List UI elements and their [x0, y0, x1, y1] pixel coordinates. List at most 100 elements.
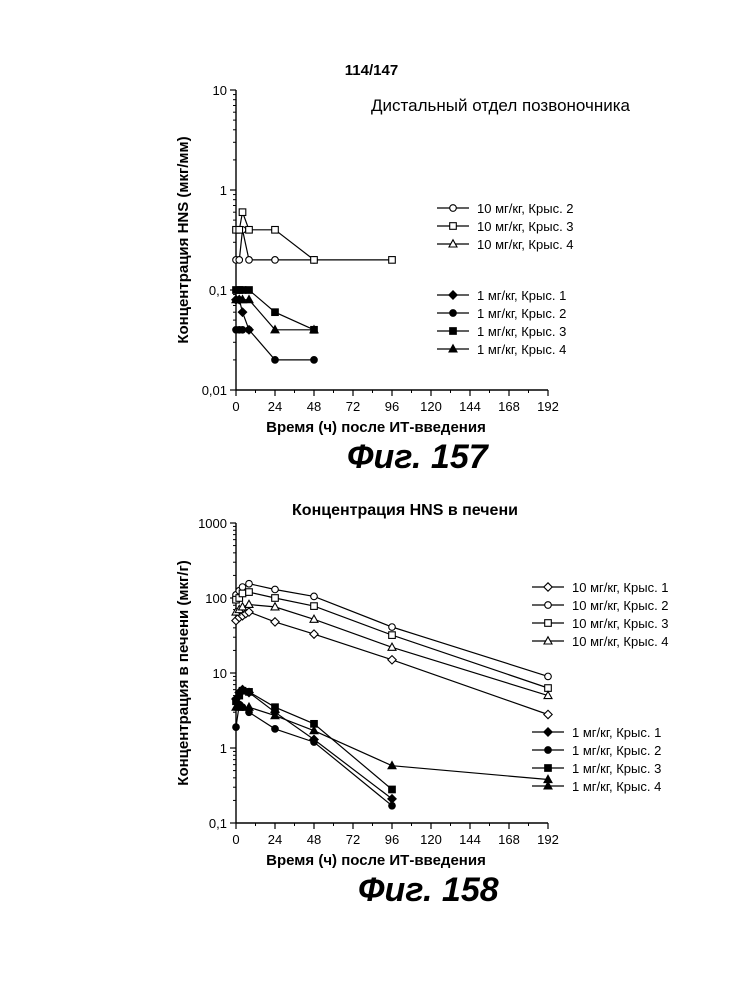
series-line [236, 229, 314, 261]
series-7 [231, 294, 319, 334]
legend-item: 1 мг/кг, Крыс. 1 [437, 288, 566, 303]
series-4 [231, 599, 553, 700]
legend-marker [543, 635, 553, 645]
y-tick-label: 1 [220, 183, 227, 198]
series-2 [232, 208, 396, 264]
data-point [310, 592, 318, 601]
legend-marker [448, 238, 458, 248]
data-point [237, 601, 248, 611]
data-point [238, 589, 247, 598]
legend-item: 1 мг/кг, Крыс. 2 [532, 743, 661, 758]
series-line [236, 209, 392, 261]
data-point [238, 686, 247, 695]
legend-label: 1 мг/кг, Крыс. 2 [572, 743, 661, 758]
legend-item: 1 мг/кг, Крыс. 3 [437, 324, 566, 339]
x-tick-label: 192 [537, 399, 559, 414]
legend-marker [544, 746, 552, 754]
chart-spine-concentration: 10 1 0,1 0,01 0 24 48 72 96 120 144 168 192 Время (ч)… [175, 83, 631, 436]
data-point [238, 286, 247, 294]
legend-item: 1 мг/кг, Крыс. 1 [532, 725, 661, 740]
data-point [544, 672, 552, 681]
data-point [244, 599, 254, 609]
x-axis-label: Время (ч) после ИТ-введения [266, 852, 486, 869]
legend-label: 1 мг/кг, Крыс. 4 [477, 342, 566, 357]
data-point [270, 324, 280, 334]
x-tick-label: 144 [459, 832, 481, 847]
x-tick-label: 120 [420, 832, 442, 847]
figure-label-157: Фиг. 157 [347, 438, 488, 476]
data-point [543, 709, 553, 720]
x-tick-label: 0 [232, 399, 239, 414]
data-point [271, 356, 279, 364]
legend-marker [543, 780, 553, 790]
legend-item: 10 мг/кг, Крыс. 3 [532, 616, 669, 631]
data-point [271, 725, 279, 733]
legend-label: 10 мг/кг, Крыс. 4 [572, 634, 669, 649]
data-point [387, 641, 397, 651]
x-tick-label: 120 [420, 399, 442, 414]
axes: 1000 100 10 1 0,1 0 24 48 72 96 120 144 168 192 Время … [175, 502, 559, 869]
legend-label: 1 мг/кг, Крыс. 1 [477, 288, 566, 303]
data-point [271, 703, 279, 712]
x-tick-label: 192 [537, 832, 559, 847]
data-point [244, 701, 254, 711]
y-tick-label: 1 [220, 741, 227, 756]
series-1 [231, 607, 553, 720]
chart-title: Концентрация HNS в печени [292, 502, 518, 519]
legend-marker [448, 343, 458, 353]
y-tick-label: 10 [213, 666, 227, 681]
legend-marker [449, 204, 457, 212]
legend-label: 10 мг/кг, Крыс. 2 [572, 598, 669, 613]
legend-item: 1 мг/кг, Крыс. 3 [532, 761, 661, 776]
legend-label: 10 мг/кг, Крыс. 4 [477, 237, 574, 252]
legend-marker [448, 290, 458, 300]
data-point [310, 356, 318, 364]
data-point [388, 785, 396, 794]
data-point [388, 256, 396, 264]
x-tick-label: 168 [498, 399, 520, 414]
data-point [238, 325, 247, 334]
data-point [271, 585, 279, 594]
x-tick-label: 144 [459, 399, 481, 414]
x-tick-label: 48 [307, 832, 321, 847]
data-point [245, 286, 253, 294]
legend: 10 мг/кг, Крыс. 1 10 мг/кг, Крыс. 2 10 мг/… [532, 580, 669, 794]
axes: 10 1 0,1 0,01 0 24 48 72 96 120 144 168 192 Время (ч)… [175, 83, 631, 436]
data-point [238, 583, 247, 591]
legend-label: 10 мг/кг, Крыс. 3 [572, 616, 669, 631]
data-point [310, 738, 318, 746]
data-point [271, 308, 279, 317]
x-axis-label: Время (ч) после ИТ-введения [266, 419, 486, 436]
data-point [387, 760, 397, 770]
legend-marker [543, 727, 553, 737]
x-tick-label: 96 [385, 832, 399, 847]
legend-item: 1 мг/кг, Крыс. 2 [437, 306, 566, 321]
data-point [235, 256, 244, 264]
data-point [237, 701, 248, 711]
legend-marker [543, 582, 553, 592]
data-point [309, 629, 319, 640]
data-point [245, 579, 253, 588]
chart-liver-concentration: 1000 100 10 1 0,1 0 24 48 72 96 120 144 168 192 Время … [175, 502, 669, 869]
data-point [237, 294, 248, 304]
series-3 [232, 588, 552, 692]
series-8 [231, 701, 553, 784]
data-point [270, 601, 280, 611]
x-tick-label: 48 [307, 399, 321, 414]
legend-marker [449, 222, 457, 230]
legend: 10 мг/кг, Крыс. 2 10 мг/кг, Крыс. 3 10 мг/… [437, 201, 574, 357]
legend-marker [544, 619, 552, 627]
x-tick-label: 0 [232, 832, 239, 847]
series-6 [232, 700, 396, 810]
data-point [309, 324, 319, 334]
legend-item: 1 мг/кг, Крыс. 4 [437, 342, 566, 357]
legend-label: 1 мг/кг, Крыс. 3 [477, 324, 566, 339]
data-point [245, 325, 253, 334]
legend-item: 10 мг/кг, Крыс. 2 [437, 201, 574, 216]
x-tick-label: 72 [346, 832, 360, 847]
data-point [245, 688, 253, 696]
y-axis-label: Концентрация HNS (мкг/мм) [175, 136, 192, 343]
series-line [235, 591, 549, 689]
data-point [244, 607, 254, 618]
series-2 [232, 579, 552, 681]
